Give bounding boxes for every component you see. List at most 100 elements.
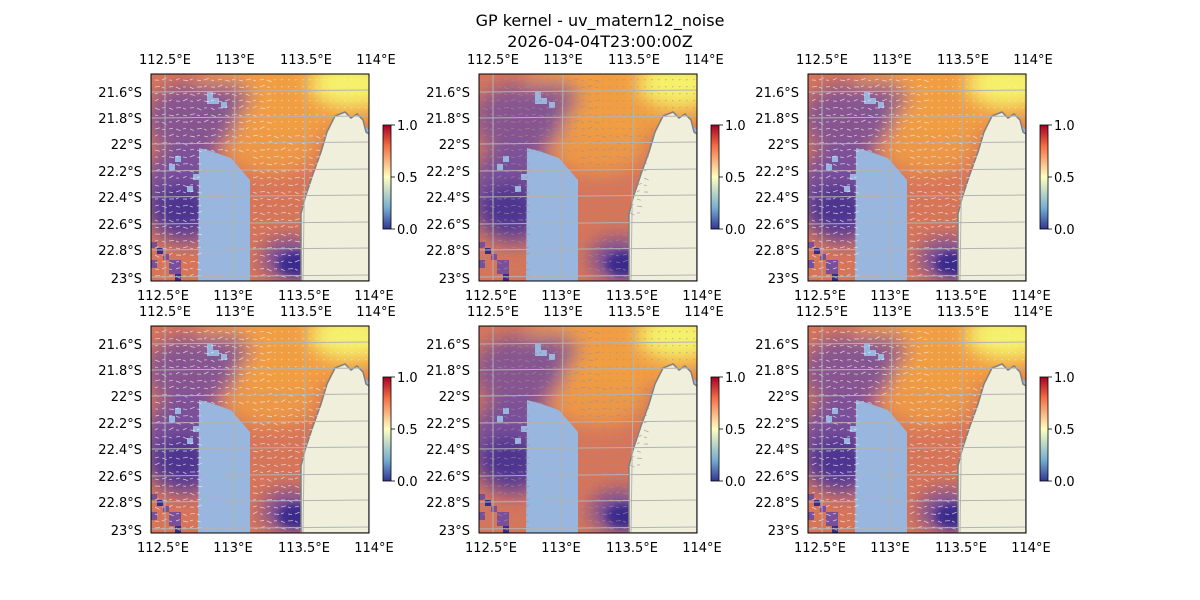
scalar-field — [479, 326, 697, 533]
colorbar-tick: 1.0 — [397, 371, 418, 386]
scalar-field — [808, 74, 1026, 281]
lon-tick-top: 113°E — [215, 53, 255, 68]
lat-tick: 21.8°S — [426, 364, 470, 379]
lon-tick-top: 113.5°E — [280, 53, 332, 68]
lat-tick: 21.6°S — [426, 338, 470, 353]
lat-tick: 22.4°S — [426, 191, 470, 206]
lon-tick-bottom: 113°E — [870, 289, 910, 304]
colorbar-tick: 1.0 — [397, 119, 418, 134]
gridlines — [151, 326, 369, 533]
lat-tick: 21.6°S — [755, 338, 799, 353]
lon-tick-top: 113.5°E — [937, 305, 989, 320]
lon-tick-top: 112.5°E — [796, 305, 848, 320]
lon-tick-bottom: 113°E — [213, 289, 253, 304]
lon-tick-bottom: 114°E — [354, 289, 394, 304]
lon-tick-bottom: 113.5°E — [278, 289, 330, 304]
map-frame — [478, 73, 698, 282]
colorbar-tick: 0.0 — [1054, 475, 1075, 490]
lat-tick: 22.8°S — [426, 244, 470, 259]
lon-tick-bottom: 112.5°E — [137, 289, 189, 304]
lat-tick: 22.2°S — [426, 165, 470, 180]
figure-title-line1: GP kernel - uv_matern12_noise — [476, 11, 725, 31]
lat-tick: 22.8°S — [426, 496, 470, 511]
colorbar-tick: 0.0 — [397, 223, 418, 238]
colorbar-tick: 0.5 — [397, 423, 418, 438]
lat-tick: 22.8°S — [98, 496, 142, 511]
lat-tick: 21.8°S — [755, 364, 799, 379]
lat-tick: 22.6°S — [98, 218, 142, 233]
lat-tick: 22.6°S — [426, 470, 470, 485]
lat-tick: 21.8°S — [426, 112, 470, 127]
lon-tick-bottom: 113.5°E — [278, 541, 330, 556]
colorbar: 0.0 0.5 1.0 — [382, 119, 418, 238]
scalar-field — [808, 326, 1026, 533]
map-frame — [807, 325, 1027, 534]
colorbar-tick: 0.5 — [1054, 423, 1075, 438]
lon-tick-bottom: 113°E — [541, 289, 581, 304]
lon-tick-bottom: 114°E — [354, 541, 394, 556]
velocity-arrows — [482, 329, 695, 531]
lat-tick: 21.8°S — [98, 364, 142, 379]
colorbar-tick: 0.5 — [725, 171, 746, 186]
lat-tick: 22.4°S — [98, 191, 142, 206]
lat-tick: 22.4°S — [426, 443, 470, 458]
lon-tick-top: 113°E — [872, 53, 912, 68]
lon-tick-top: 113.5°E — [937, 53, 989, 68]
lon-tick-top: 113.5°E — [608, 53, 660, 68]
lon-tick-bottom: 113.5°E — [606, 289, 658, 304]
lat-tick: 23°S — [111, 272, 142, 287]
scalar-field — [151, 326, 369, 533]
colorbar-tick: 0.0 — [1054, 223, 1075, 238]
lon-tick-top: 113°E — [872, 305, 912, 320]
colorbar-tick: 0.0 — [397, 475, 418, 490]
map-panel-1: 112.5°E 112.5°E 113°E 113°E 113.5°E 113.5°E 11… — [98, 53, 417, 304]
lon-tick-bottom: 113.5°E — [935, 289, 987, 304]
lon-tick-top: 114°E — [356, 53, 396, 68]
lat-tick: 22.4°S — [98, 443, 142, 458]
lat-tick: 22°S — [439, 390, 470, 405]
map-panel-4: 112.5°E 112.5°E 113°E 113°E 113.5°E 113.5°E 11… — [98, 305, 417, 556]
lon-tick-top: 113°E — [543, 305, 583, 320]
colorbar-tick: 1.0 — [725, 119, 746, 134]
lat-tick: 21.6°S — [98, 86, 142, 101]
lon-tick-top: 113.5°E — [608, 305, 660, 320]
lat-tick: 22.8°S — [755, 244, 799, 259]
colorbar-tick: 1.0 — [1054, 371, 1075, 386]
lon-tick-bottom: 113.5°E — [935, 541, 987, 556]
lat-tick: 22.2°S — [98, 417, 142, 432]
colorbar-tick: 1.0 — [1054, 119, 1075, 134]
lon-tick-top: 112.5°E — [467, 305, 519, 320]
lon-tick-bottom: 114°E — [682, 541, 722, 556]
colorbar-tick: 0.0 — [725, 475, 746, 490]
colorbar-tick: 0.5 — [397, 171, 418, 186]
lon-tick-bottom: 114°E — [1011, 541, 1051, 556]
map-frame — [807, 73, 1027, 282]
lon-tick-top: 114°E — [1013, 53, 1053, 68]
gridlines — [479, 74, 697, 281]
figure-title-line2: 2026-04-04T23:00:00Z — [507, 32, 693, 51]
lat-tick: 23°S — [111, 524, 142, 539]
colorbar-tick: 1.0 — [725, 371, 746, 386]
lon-tick-top: 113.5°E — [280, 305, 332, 320]
lon-tick-top: 112.5°E — [139, 53, 191, 68]
map-panel-3: 112.5°E 112.5°E 113°E 113°E 113.5°E 113.5°E 11… — [755, 53, 1074, 304]
lat-tick: 22.2°S — [755, 417, 799, 432]
lon-tick-bottom: 112.5°E — [794, 541, 846, 556]
lat-tick: 23°S — [439, 272, 470, 287]
lat-tick: 21.8°S — [755, 112, 799, 127]
map-frame — [150, 325, 370, 534]
lat-tick: 23°S — [768, 524, 799, 539]
lon-tick-top: 112.5°E — [467, 53, 519, 68]
colorbar-tick: 0.5 — [725, 423, 746, 438]
lon-tick-top: 112.5°E — [796, 53, 848, 68]
lat-tick: 23°S — [768, 272, 799, 287]
lon-tick-bottom: 113°E — [541, 541, 581, 556]
map-panel-5: 112.5°E 112.5°E 113°E 113°E 113.5°E 113.5°E 11… — [426, 305, 745, 556]
lat-tick: 22.2°S — [98, 165, 142, 180]
lon-tick-bottom: 112.5°E — [137, 541, 189, 556]
lat-tick: 22.6°S — [426, 218, 470, 233]
lat-tick: 22.6°S — [755, 218, 799, 233]
lat-tick: 22.6°S — [98, 470, 142, 485]
lon-tick-top: 114°E — [1013, 305, 1053, 320]
